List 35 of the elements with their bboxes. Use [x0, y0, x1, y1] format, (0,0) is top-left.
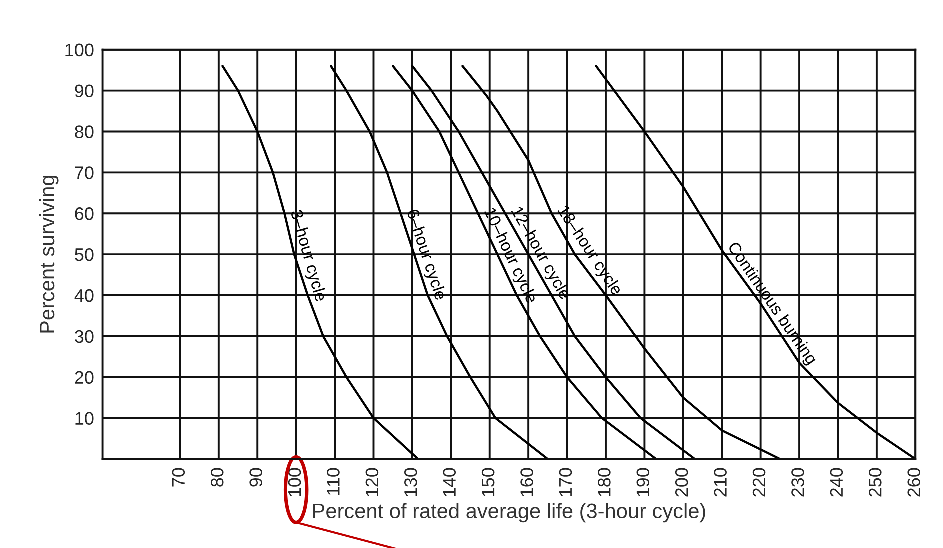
y-tick-label: 10 — [76, 412, 94, 426]
y-tick-label: 20 — [75, 371, 94, 384]
y-tick-label: 90 — [75, 84, 94, 98]
y-tick-label: 50 — [75, 248, 94, 262]
y-tick-label: 40 — [74, 289, 94, 302]
text: 3–hour cycle — [288, 209, 328, 304]
x-tick-label: 190 — [636, 468, 650, 496]
y-tick-label: 80 — [75, 126, 94, 138]
x-tick-label: 200 — [675, 468, 688, 497]
x-tick-label: 110 — [327, 468, 340, 495]
x-axis-title: Percent of rated average life (3-hour cycle) — [314, 503, 706, 523]
x-tick-label: 70 — [172, 468, 186, 487]
x-tick-label: 220 — [752, 468, 766, 497]
x-tick-label: 140 — [443, 468, 456, 496]
x-tick-label: 230 — [792, 468, 804, 497]
x-tick-label: 150 — [482, 468, 495, 496]
x-tick-label: 250 — [869, 468, 882, 497]
line-series — [392, 65, 658, 460]
text: 6–hour cycle — [404, 208, 448, 302]
x-tick-label: 160 — [520, 468, 534, 496]
x-tick-label: 260 — [908, 468, 920, 497]
y-tick-label: 60 — [75, 208, 94, 220]
x-tick-label: 100 — [288, 468, 302, 496]
x-tick-label: 90 — [250, 468, 262, 487]
y-axis-title: Percent surviving — [39, 176, 59, 333]
x-tick-label: 170 — [559, 468, 572, 496]
x-tick-label: 120 — [366, 468, 379, 496]
x-tick-label: 210 — [714, 468, 727, 497]
x-tick-label: 80 — [210, 468, 224, 487]
y-tick-label: 70 — [75, 166, 94, 180]
x-tick-label: 180 — [598, 468, 611, 496]
y-tick-label: 30 — [75, 330, 94, 344]
x-tick-label: 130 — [404, 468, 418, 496]
y-tick-label: 100 — [66, 44, 94, 57]
x-tick-label: 240 — [830, 468, 844, 497]
